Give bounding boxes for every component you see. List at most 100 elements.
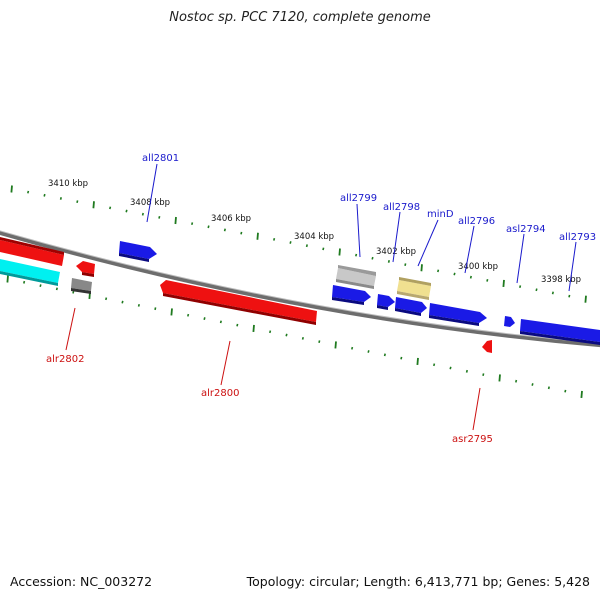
callout-all2793 [568, 241, 577, 292]
upper-major-tick [92, 201, 95, 209]
kbp-label-3410: 3410 kbp [48, 179, 88, 189]
lower-tick-row [6, 275, 583, 398]
lower-minor-tick [301, 336, 304, 340]
lower-major-tick [580, 390, 583, 398]
gene-label-all2796[interactable]: all2796 [458, 216, 495, 227]
lower-minor-tick [383, 353, 386, 357]
upper-minor-tick [305, 244, 308, 248]
lower-minor-tick [55, 287, 58, 291]
lower-minor-tick [482, 373, 485, 377]
upper-tick-row [10, 185, 587, 303]
upper-major-tick [502, 279, 505, 288]
upper-minor-tick [519, 285, 522, 289]
lower-minor-tick [351, 346, 354, 350]
gene-mind[interactable] [397, 277, 431, 300]
upper-minor-tick [289, 241, 292, 244]
lower-major-tick [498, 374, 501, 382]
upper-minor-tick [273, 237, 276, 241]
callout-all2796 [464, 225, 475, 274]
lower-major-tick [6, 275, 9, 283]
gene-label-asl2794[interactable]: asl2794 [506, 224, 546, 235]
lower-major-tick [252, 324, 255, 333]
gene-asr2795[interactable] [482, 340, 492, 353]
upper-minor-tick [223, 228, 226, 232]
lower-minor-tick [187, 313, 190, 317]
gene-all2796-a[interactable] [332, 285, 371, 305]
upper-minor-tick [125, 209, 128, 213]
upper-minor-tick [355, 253, 358, 257]
lower-minor-tick [564, 389, 567, 393]
lower-minor-tick [318, 340, 321, 344]
upper-minor-tick [76, 200, 79, 203]
gene-asl2794[interactable] [504, 316, 515, 327]
gene-all2798[interactable] [377, 294, 395, 310]
gene-alr2802-small[interactable] [76, 261, 95, 277]
upper-minor-tick [371, 256, 374, 260]
upper-minor-tick [322, 247, 325, 251]
gene-red-left[interactable] [0, 237, 64, 266]
lower-minor-tick [269, 330, 272, 334]
gene-all2796[interactable] [429, 303, 487, 326]
gene-all2793[interactable] [520, 319, 600, 345]
gene-label-all2799[interactable]: all2799 [340, 193, 377, 204]
callout-all2801 [146, 163, 158, 223]
kbp-label-3406: 3406 kbp [211, 214, 251, 224]
genome-summary-text: Topology: circular; Length: 6,413,771 bp… [246, 574, 590, 589]
genome-backbone-highlight [0, 230, 600, 344]
lower-minor-tick [219, 320, 222, 324]
gene-label-alr2800[interactable]: alr2800 [201, 388, 239, 399]
gene-label-asr2795[interactable]: asr2795 [452, 434, 493, 445]
gene-all2799[interactable] [336, 265, 376, 289]
kbp-label-3402: 3402 kbp [376, 247, 416, 257]
accession-text: Accession: NC_003272 [10, 574, 153, 589]
upper-major-tick [584, 295, 587, 303]
gene-label-all2793[interactable]: all2793 [559, 232, 596, 243]
gene-label-all2798[interactable]: all2798 [383, 202, 420, 213]
lower-major-tick [170, 308, 173, 316]
lower-minor-tick [23, 280, 26, 284]
lower-minor-tick [137, 303, 140, 307]
gene-cyan-left[interactable] [0, 259, 60, 286]
lower-minor-tick [121, 300, 124, 304]
gene-label-alr2802[interactable]: alr2802 [46, 354, 84, 365]
lower-minor-tick [285, 333, 288, 337]
gene-label-all2801[interactable]: all2801 [142, 153, 179, 164]
callout-all2798 [392, 211, 401, 263]
lower-minor-tick [39, 284, 42, 287]
upper-minor-tick [240, 231, 243, 235]
upper-minor-tick [453, 272, 456, 276]
lower-minor-tick [236, 323, 239, 327]
gene-all2796-b[interactable] [395, 297, 427, 316]
lower-minor-tick [400, 356, 403, 360]
callout-asr2795 [472, 387, 481, 431]
gene-label-mind[interactable]: minD [427, 209, 454, 220]
kbp-label-3398: 3398 kbp [541, 275, 581, 285]
upper-minor-tick [535, 288, 538, 292]
gene-gray-left[interactable] [71, 278, 92, 294]
lower-minor-tick [154, 307, 157, 311]
upper-minor-tick [158, 215, 161, 219]
upper-minor-tick [27, 190, 30, 194]
lower-minor-tick [433, 363, 436, 367]
upper-minor-tick [387, 260, 390, 263]
gene-alr2800[interactable] [160, 280, 317, 325]
upper-minor-tick [59, 197, 62, 200]
gene-all2801[interactable] [119, 241, 157, 262]
lower-minor-tick [531, 383, 534, 386]
lower-minor-tick [449, 366, 452, 370]
upper-major-tick [420, 264, 423, 272]
upper-minor-tick [191, 222, 194, 226]
upper-major-tick [174, 216, 177, 225]
callout-all2799 [356, 203, 361, 258]
lower-minor-tick [367, 350, 370, 353]
lower-minor-tick [105, 297, 108, 301]
upper-minor-tick [469, 275, 472, 279]
upper-minor-tick [486, 278, 489, 282]
lower-minor-tick [547, 386, 550, 390]
kbp-label-3404: 3404 kbp [294, 232, 334, 242]
lower-major-tick [416, 357, 419, 365]
upper-minor-tick [437, 269, 440, 273]
kbp-label-3400: 3400 kbp [458, 262, 498, 272]
